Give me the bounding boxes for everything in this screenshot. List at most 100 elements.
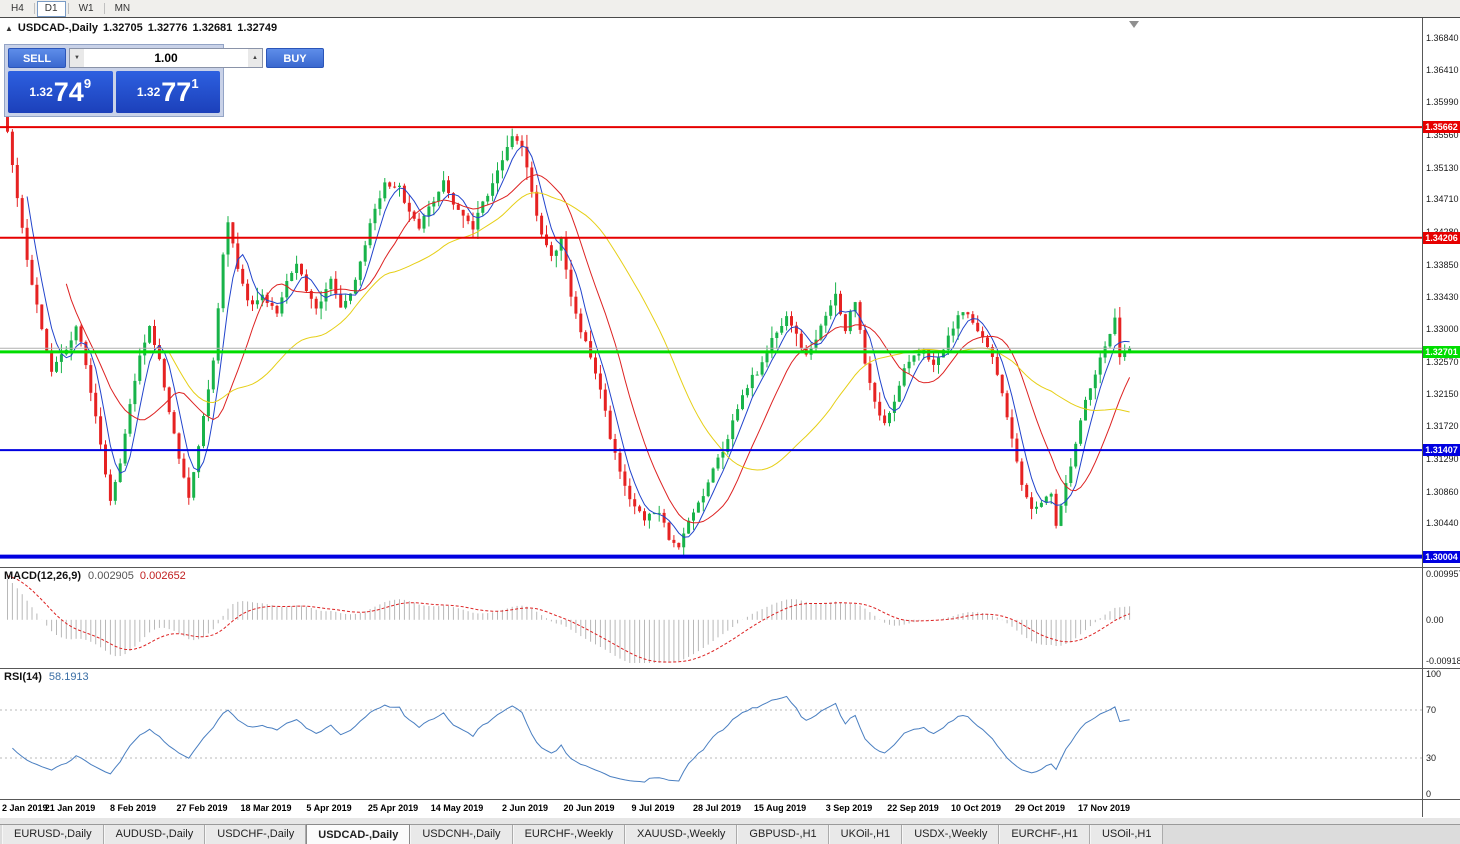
- chart-area: ▲ USDCAD-,Daily 1.32705 1.32776 1.32681 1.327…: [0, 17, 1460, 819]
- buy-price-display[interactable]: 1.32 77 1: [115, 71, 220, 113]
- tab-eurusd-daily[interactable]: EURUSD-,Daily: [2, 825, 104, 844]
- price-axis-label: 1.36840: [1426, 33, 1459, 43]
- tab-usdcnh-daily[interactable]: USDCNH-,Daily: [410, 825, 513, 844]
- date-label: 14 May 2019: [430, 803, 484, 813]
- price-axis-label: 1.35560: [1426, 130, 1459, 140]
- symbol-period-label: USDCAD-,Daily: [17, 22, 98, 34]
- date-label: 20 Jun 2019: [563, 803, 615, 813]
- ohlc-high: 1.32776: [147, 22, 188, 34]
- price-axis-label: 1.35130: [1426, 163, 1459, 173]
- ohlc-low: 1.32681: [192, 22, 233, 34]
- rsi-label: RSI(14) 58.1913: [4, 671, 89, 683]
- hline-price-badge: 1.31407: [1423, 444, 1460, 456]
- hline-price-badge: 1.34206: [1423, 232, 1460, 244]
- date-label: 8 Feb 2019: [109, 803, 157, 813]
- date-label: 28 Jul 2019: [692, 803, 742, 813]
- date-label: 10 Oct 2019: [950, 803, 1002, 813]
- buy-price-prefix: 1.32: [136, 85, 161, 99]
- candlestick-chart[interactable]: [0, 18, 1422, 566]
- date-label: 18 Mar 2019: [240, 803, 292, 813]
- price-axis-label: 1.36410: [1426, 65, 1459, 75]
- price-axis-label: 1.32570: [1426, 357, 1459, 367]
- tab-eurchf-weekly[interactable]: EURCHF-,Weekly: [512, 825, 625, 844]
- date-label: 27 Feb 2019: [176, 803, 228, 813]
- ohlc-open: 1.32705: [103, 22, 143, 34]
- tab-usdx-weekly[interactable]: USDX-,Weekly: [902, 825, 1000, 844]
- tab-usdchf-daily[interactable]: USDCHF-,Daily: [205, 825, 307, 844]
- chart-shift-marker: [1129, 21, 1139, 28]
- buy-button[interactable]: BUY: [266, 48, 324, 68]
- date-label: 9 Jul 2019: [631, 803, 675, 813]
- rsi-axis-label: 0: [1426, 789, 1432, 798]
- tf-button-h4[interactable]: H4: [11, 2, 24, 14]
- buy-price-big: 77: [161, 76, 192, 107]
- price-axis-label: 1.34710: [1426, 194, 1459, 204]
- rsi-pane[interactable]: RSI(14) 58.1913 100 70 30 0: [0, 668, 1460, 798]
- macd-indicator-chart[interactable]: [0, 568, 1422, 667]
- axis-separator: [1422, 18, 1423, 817]
- tab-ukoil-h1[interactable]: UKOil-,H1: [828, 825, 903, 844]
- tab-audusd-daily[interactable]: AUDUSD-,Daily: [103, 825, 206, 844]
- buy-price-pip: 1: [191, 76, 199, 91]
- price-axis-label: 1.35990: [1426, 97, 1459, 107]
- toolbar-separator: [33, 3, 35, 14]
- toolbar-separator: [103, 3, 105, 14]
- tab-xauusd-weekly[interactable]: XAUUSD-,Weekly: [624, 825, 738, 844]
- date-label: 22 Sep 2019: [887, 803, 939, 813]
- price-axis-label: 1.30860: [1426, 487, 1459, 497]
- timeframe-toolbar: H4 D1 W1 MN: [0, 0, 1460, 18]
- price-axis-label: 1.31720: [1426, 421, 1459, 431]
- volume-decrease-button[interactable]: ▼: [70, 49, 84, 67]
- hline-price-badge: 1.32701: [1423, 346, 1460, 358]
- macd-signal-value: 0.002652: [139, 570, 186, 582]
- collapse-panel-icon[interactable]: ▲: [5, 24, 13, 33]
- sell-button[interactable]: SELL: [8, 48, 66, 68]
- date-label: 2 Jan 2019: [2, 803, 48, 813]
- macd-label: MACD(12,26,9) 0.002905 0.002652: [4, 570, 186, 582]
- tab-eurchf-h1[interactable]: EURCHF-,H1: [999, 825, 1090, 844]
- date-axis[interactable]: 2 Jan 2019 21 Jan 2019 8 Feb 2019 27 Feb 20…: [0, 799, 1460, 817]
- macd-axis-max: 0.009957: [1426, 569, 1460, 579]
- tf-button-d1[interactable]: D1: [36, 0, 66, 17]
- horizontal-scrollbar[interactable]: [0, 818, 1460, 824]
- sell-price-display[interactable]: 1.32 74 9: [8, 71, 113, 113]
- sell-price-prefix: 1.32: [29, 85, 53, 99]
- tab-gbpusd-h1[interactable]: GBPUSD-,H1: [737, 825, 829, 844]
- date-label: 15 Aug 2019: [753, 803, 807, 813]
- price-axis-label: 1.31290: [1426, 454, 1459, 464]
- macd-pane[interactable]: MACD(12,26,9) 0.002905 0.002652 0.009957 0.…: [0, 567, 1460, 667]
- ohlc-close: 1.32749: [237, 22, 278, 34]
- rsi-axis-label: 100: [1426, 669, 1442, 679]
- date-label: 25 Apr 2019: [367, 803, 419, 813]
- date-label: 2 Jun 2019: [501, 803, 549, 813]
- date-label: 17 Nov 2019: [1077, 803, 1131, 813]
- chart-title: ▲ USDCAD-,Daily 1.32705 1.32776 1.32681 1.327…: [5, 22, 282, 34]
- rsi-axis-label: 70: [1426, 705, 1437, 715]
- tab-usoil-h1[interactable]: USOil-,H1: [1089, 825, 1164, 844]
- rsi-axis-label: 30: [1426, 753, 1437, 763]
- tab-usdcad-daily[interactable]: USDCAD-,Daily: [306, 824, 411, 844]
- hline-price-badge: 1.30004: [1423, 551, 1460, 563]
- sell-price-big: 74: [53, 76, 84, 107]
- tf-button-w1[interactable]: W1: [78, 2, 94, 14]
- one-click-trading-panel: SELL ▼ ▲ BUY 1.32 74 9 1.32: [4, 44, 324, 117]
- tf-button-mn[interactable]: MN: [114, 2, 131, 14]
- macd-axis-min: -0.009186: [1426, 656, 1460, 666]
- rsi-indicator-chart[interactable]: [0, 669, 1422, 798]
- volume-input[interactable]: [84, 49, 248, 67]
- price-pane[interactable]: ▲ USDCAD-,Daily 1.32705 1.32776 1.32681 1.327…: [0, 18, 1460, 566]
- macd-main-value: 0.002905: [88, 570, 134, 582]
- date-label: 3 Sep 2019: [825, 803, 873, 813]
- price-axis-label: 1.33000: [1426, 324, 1459, 334]
- price-axis-label: 1.33850: [1426, 260, 1459, 270]
- date-label: 5 Apr 2019: [306, 803, 352, 813]
- sell-price-pip: 9: [83, 76, 92, 91]
- date-label: 21 Jan 2019: [44, 803, 96, 813]
- rsi-name: RSI(14): [4, 671, 42, 683]
- macd-axis-zero: 0.00: [1426, 615, 1444, 625]
- volume-increase-button[interactable]: ▲: [248, 49, 262, 67]
- price-axis-label: 1.30440: [1426, 518, 1459, 528]
- volume-control: ▼ ▲: [69, 48, 263, 68]
- date-label: 29 Oct 2019: [1014, 803, 1066, 813]
